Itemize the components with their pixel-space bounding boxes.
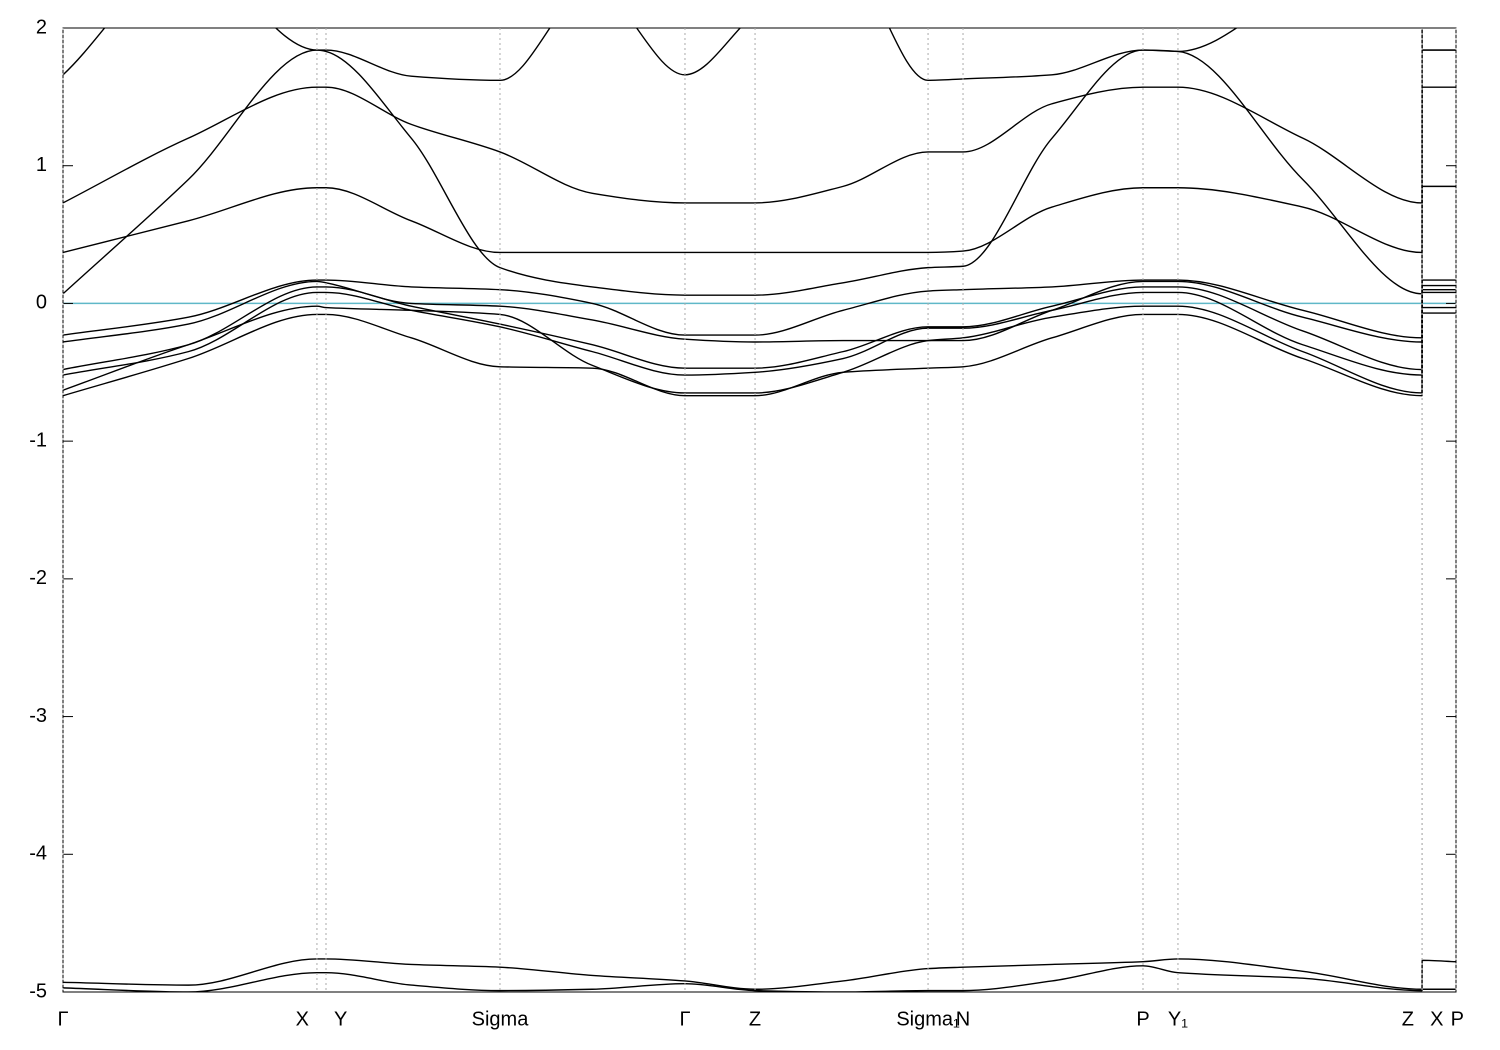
y-tick-label: -2 [29, 567, 47, 589]
band-line [63, 312, 1456, 397]
x-tick-label: X [1430, 1008, 1443, 1030]
x-tick-label: P [1136, 1008, 1149, 1030]
x-tick-label: Y₁ [1168, 1008, 1188, 1030]
band-line [63, 28, 1456, 82]
band-line [63, 965, 1456, 992]
x-tick-label: Z [1402, 1008, 1414, 1030]
y-tick-label: -5 [29, 980, 47, 1002]
x-tick-label: Γ [679, 1008, 690, 1030]
y-tick-label: -3 [29, 705, 47, 727]
band-line [63, 305, 1456, 394]
y-tick-label: 1 [36, 154, 47, 176]
x-tick-label: Sigma₁ [896, 1008, 960, 1030]
band-line [63, 49, 1456, 296]
band-line [63, 958, 1456, 990]
band-line [63, 291, 1456, 376]
plot-area [63, 28, 1456, 992]
x-tick-label: P [1451, 1008, 1464, 1030]
band-line [63, 286, 1456, 371]
x-tick-label: X [296, 1008, 309, 1030]
band-line [63, 279, 1456, 339]
y-tick-label: 0 [36, 292, 47, 314]
x-tick-label: Sigma [472, 1008, 530, 1030]
x-tick-label: Z [749, 1008, 761, 1030]
y-tick-label: -4 [29, 843, 47, 865]
x-tick-label: Y [334, 1008, 347, 1030]
y-tick-label: 2 [36, 16, 47, 38]
y-tick-label: -1 [29, 429, 47, 451]
x-tick-label: Γ [57, 1008, 68, 1030]
band-line [63, 280, 1456, 343]
plot-frame [62, 27, 1457, 993]
band-line [63, 185, 1456, 254]
band-line [63, 86, 1456, 204]
x-tick-label: N [956, 1008, 970, 1030]
